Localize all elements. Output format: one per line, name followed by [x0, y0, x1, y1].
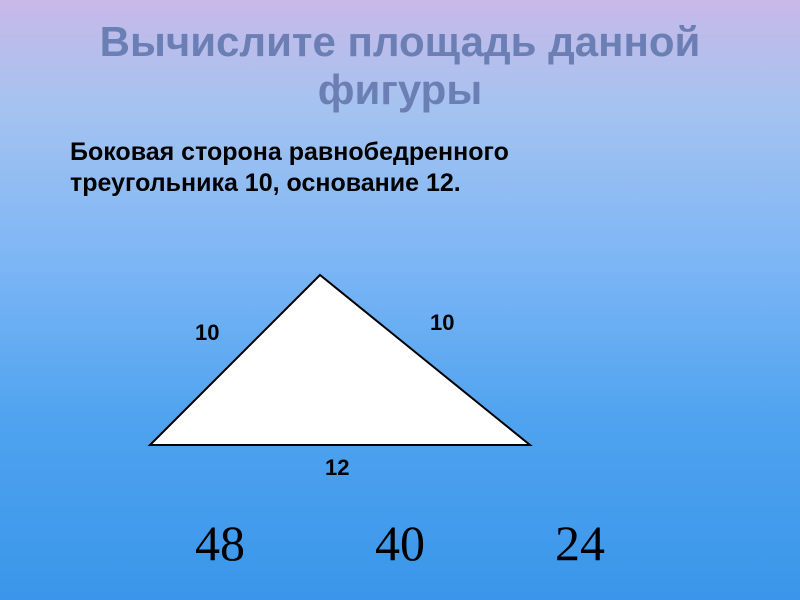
- answer-option-1[interactable]: 48: [195, 514, 245, 572]
- answer-option-2[interactable]: 40: [375, 514, 425, 572]
- triangle-figure: 10 10 12: [130, 265, 550, 485]
- subtitle-line-1: Боковая сторона равнобедренного: [70, 138, 509, 166]
- triangle-svg: [130, 265, 550, 465]
- answer-option-3[interactable]: 24: [555, 514, 605, 572]
- answer-options: 48 40 24: [0, 514, 800, 572]
- subtitle-line-2: треугольника 10, основание 12.: [70, 169, 461, 197]
- title-line-2: фигуры: [318, 66, 482, 113]
- left-side-label: 10: [195, 320, 219, 346]
- title-line-1: Вычислите площадь данной: [100, 18, 701, 65]
- base-label: 12: [325, 455, 349, 481]
- slide-subtitle: Боковая сторона равнобедренного треуголь…: [0, 115, 800, 200]
- right-side-label: 10: [430, 310, 454, 336]
- slide-title: Вычислите площадь данной фигуры: [0, 0, 800, 115]
